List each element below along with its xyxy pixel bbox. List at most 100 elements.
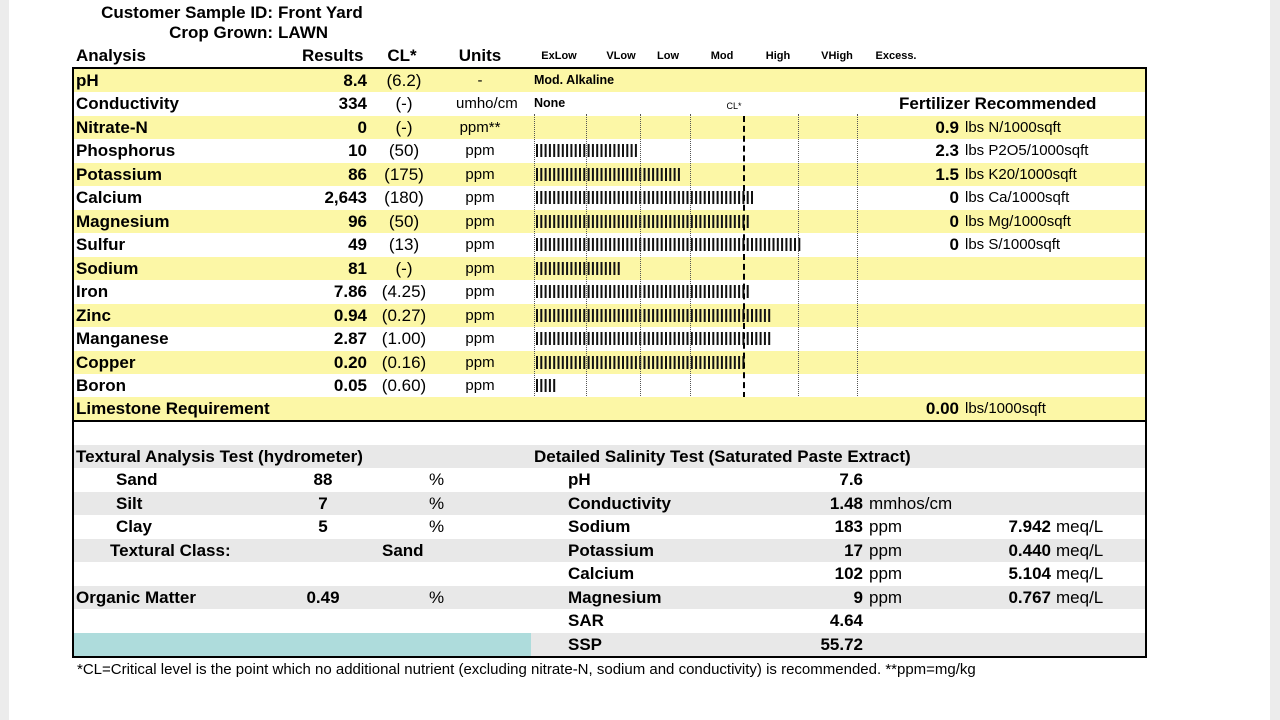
salinity-value: 9 [853,587,863,607]
bar-tick [673,191,676,204]
bar-tick [725,238,728,251]
bar-tick [716,355,719,369]
analysis-result: 49 [348,235,367,254]
bar-tick [574,261,577,275]
analysis-unit: ppm [465,142,495,159]
textural-unit: % [428,470,445,489]
salinity-value: 4.64 [829,611,863,630]
bar-tick [622,332,624,345]
bar-tick [591,191,594,204]
col-cl: CL* [387,46,417,65]
bar-tick [544,285,547,298]
bar-tick [768,238,771,251]
bar-tick [553,167,556,181]
grid-line [586,113,587,398]
bar-tick [630,144,633,157]
bar-tick [622,144,624,157]
salinity-value: 1.48 [829,493,863,513]
bar-tick [596,261,599,275]
bar-tick [708,332,710,345]
bar-tick [544,332,547,345]
bar-tick [660,308,663,322]
bar-tick [720,332,723,345]
analysis-row-conductivity: Conductivity 334 (-) umho/cm None [74,92,1145,116]
footnote: *CL=Critical level is the point which no… [77,661,976,678]
bar-tick [643,332,646,345]
bar-tick [652,308,655,322]
analysis-name: Potassium [76,164,162,184]
bar-tick [609,355,612,369]
crop-label: Crop Grown: [169,23,273,42]
bar-tick [716,214,719,228]
bar-tick [561,285,564,298]
bar-tick [656,308,659,322]
analysis-cl: (50) [388,211,420,231]
bar-tick [677,214,680,228]
bar-tick [622,167,624,181]
bar-tick [557,214,560,228]
salinity-title: Detailed Salinity Test (Saturated Paste … [534,446,911,466]
bar-tick [561,167,564,181]
bar-tick [553,308,556,322]
bar-tick [699,214,702,228]
bar-tick [729,308,732,322]
analysis-name: Sulfur [76,235,126,254]
bar-tick [561,355,564,369]
textural-unit: % [428,493,445,513]
bar-tick [669,214,672,228]
bar-tick [738,332,741,345]
fertilizer-unit: lbs P2O5/1000sqft [965,142,1089,159]
textural-label: Silt [116,493,143,513]
level-bar [536,191,758,204]
bar-tick [540,379,543,392]
bar-tick [699,332,702,345]
bar-tick [712,308,715,322]
analysis-name: Nitrate-N [76,117,148,137]
analysis-cl: (13) [388,235,420,254]
bar-tick [600,285,603,298]
bar-tick [536,238,538,251]
bar-tick [587,238,590,251]
bar-tick [613,191,616,204]
bar-tick [566,191,569,204]
bar-tick [553,355,556,369]
bar-tick [587,144,590,157]
bar-tick [630,167,633,181]
report-box [72,67,1147,658]
bar-tick [548,167,551,181]
bar-tick [566,214,569,228]
bar-tick [609,144,612,157]
bar-tick [682,191,685,204]
highlight-block [74,632,531,656]
salinity-meq: 0.440 [1008,540,1051,560]
bar-tick [553,214,556,228]
analysis-unit: - [477,71,483,89]
bar-tick [591,214,594,228]
bar-tick [725,191,728,204]
analysis-result: 81 [348,258,367,278]
salinity-label: SAR [568,611,604,630]
bar-tick [643,308,646,322]
bar-tick [574,167,577,181]
bar-tick [695,238,698,251]
analysis-cl: (0.16) [381,352,427,372]
lower-row: Textural Analysis Test (hydrometer) Detai… [74,444,1145,468]
bar-tick [613,332,616,345]
bar-tick [622,308,624,322]
bar-tick [634,191,637,204]
bar-tick [725,285,728,298]
bar-tick [665,285,667,298]
bar-tick [540,238,543,251]
analysis-cl: (180) [384,188,424,207]
bar-tick [604,144,607,157]
bar-tick [647,191,650,204]
bar-tick [604,167,607,181]
analysis-unit: ppm [465,212,495,230]
textural-value: 88 [313,470,333,489]
bar-tick [643,214,646,228]
bar-tick [768,332,771,345]
lower-row: Textural Class: Sand Potassium 17 ppm 0.440 me… [74,538,1145,562]
bar-tick [647,285,650,298]
analysis-unit: umho/cm [456,95,518,112]
bar-tick [617,167,620,181]
